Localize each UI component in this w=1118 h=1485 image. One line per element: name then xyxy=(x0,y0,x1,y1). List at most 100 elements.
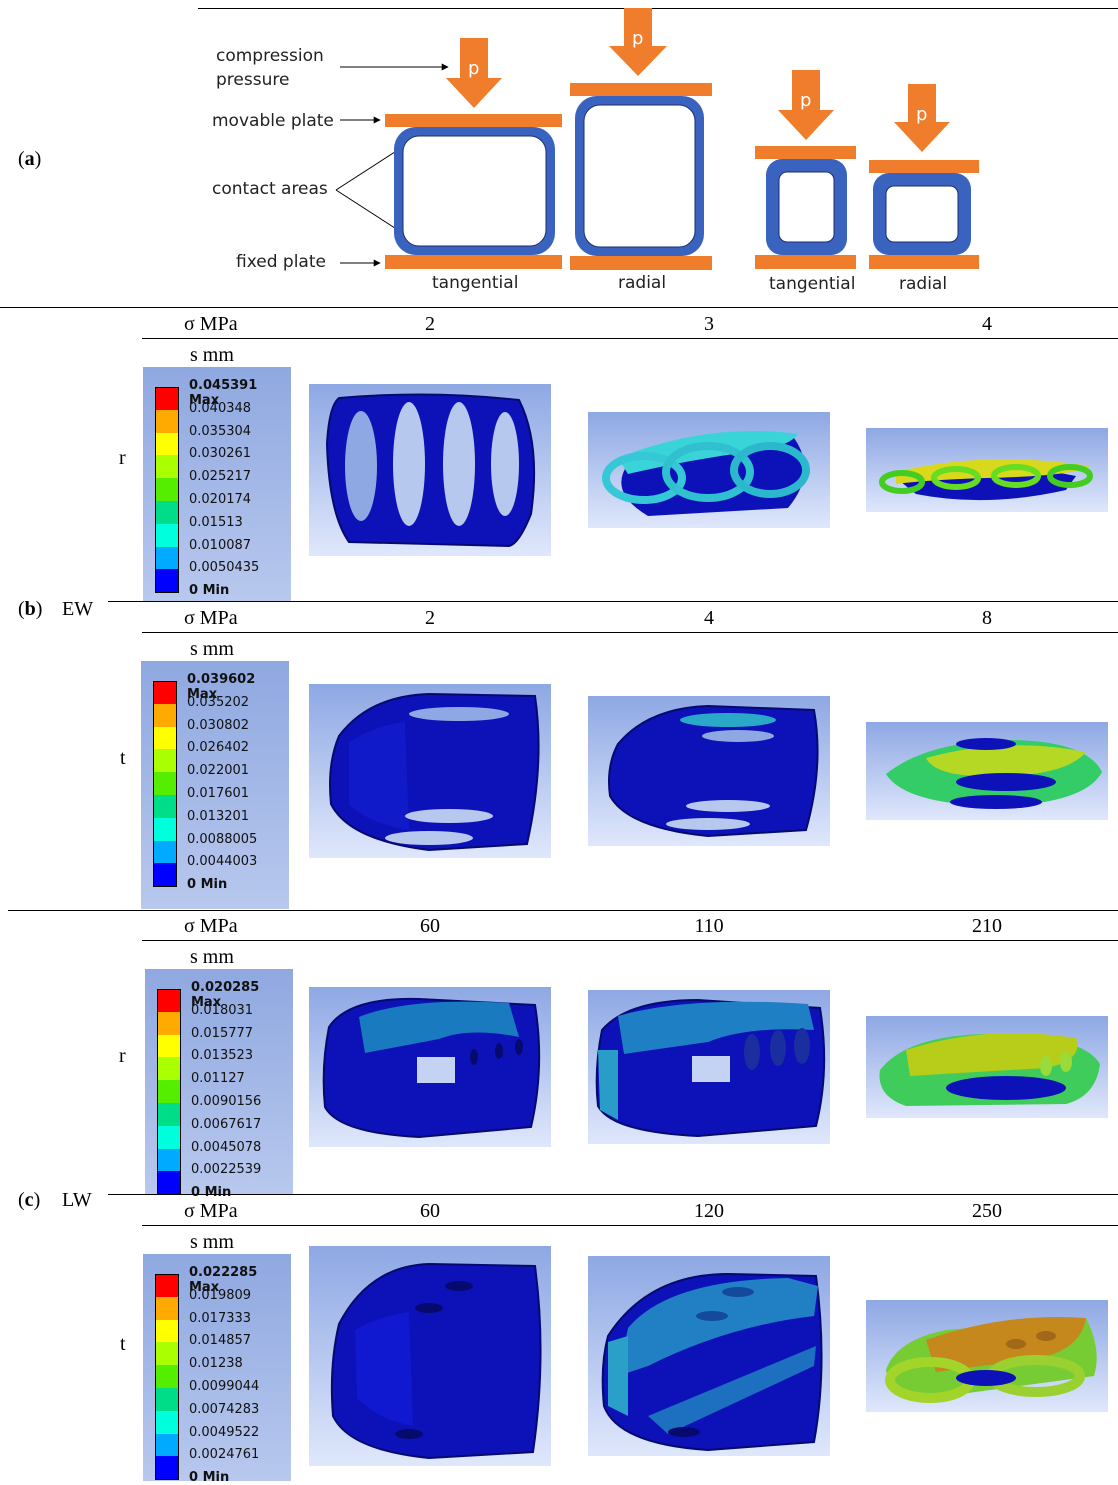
legend-value: 0.0022539 xyxy=(191,1162,262,1178)
legend-value: 0.017601 xyxy=(187,786,250,801)
legend-value: 0.022285 Max xyxy=(189,1265,258,1295)
stress-value: 8 xyxy=(982,607,992,629)
stress-value: 60 xyxy=(420,915,440,937)
fea-result-lw-r-110 xyxy=(588,990,830,1144)
compression-test-diagram xyxy=(335,8,979,270)
orientation-label-3: tangential xyxy=(769,274,856,294)
legend-value: 0.0024761 xyxy=(189,1447,260,1463)
legend-swatch xyxy=(155,501,179,524)
legend-swatch xyxy=(155,432,179,456)
legend-value: 0.0088005 xyxy=(187,831,258,847)
stress-value: 4 xyxy=(982,313,992,335)
fea-result-lw-r-60 xyxy=(309,987,551,1147)
stress-value: 110 xyxy=(694,915,724,937)
legend-value: 0.0067617 xyxy=(191,1116,262,1132)
orientation-label-2: radial xyxy=(618,273,667,293)
legend-swatch xyxy=(153,681,177,705)
legend-swatch xyxy=(153,726,177,750)
contact-areas-label: contact areas xyxy=(212,179,328,199)
specimen-ew-radial xyxy=(570,8,712,270)
legend-value: 0.0045078 xyxy=(191,1139,262,1155)
fea-result-ew-r-4 xyxy=(866,428,1108,512)
legend-value: 0 Min xyxy=(189,1470,230,1485)
legend-swatch xyxy=(157,1171,181,1196)
pressure-label: pressure xyxy=(216,70,290,90)
legend-swatch xyxy=(157,1011,181,1035)
legend-value: 0.039602 Max xyxy=(187,672,256,702)
legend-value: 0.013523 xyxy=(191,1048,254,1064)
load-p-3: p xyxy=(800,90,812,111)
legend-value: 0.030261 xyxy=(189,446,252,462)
row-label: r xyxy=(119,1045,126,1067)
fea-result-ew-r-2 xyxy=(309,384,551,556)
legend-swatch xyxy=(153,749,177,773)
row-label: t xyxy=(120,1333,126,1355)
legend-swatch xyxy=(155,1296,179,1320)
panel-b-label: (b) xyxy=(18,598,43,620)
specimen-ew-tangential xyxy=(385,38,562,269)
legend-value: 0.0099044 xyxy=(189,1379,260,1394)
legend-value: 0.015777 xyxy=(191,1025,254,1041)
stress-value: 2 xyxy=(425,313,435,335)
legend-value: 0.017333 xyxy=(189,1310,252,1326)
legend-swatch xyxy=(155,523,179,547)
legend-swatch xyxy=(155,387,179,411)
fea-result-ew-r-3 xyxy=(588,412,830,528)
legend-swatch xyxy=(157,1103,181,1126)
legend-swatch xyxy=(155,1342,179,1366)
legend-swatch xyxy=(155,569,179,594)
legend-value: 0.030802 xyxy=(187,717,250,733)
fea-result-ew-t-4 xyxy=(588,696,830,846)
compression-label: compression xyxy=(216,46,324,66)
legend-swatch xyxy=(155,409,179,433)
legend-value: 0.019809 xyxy=(189,1287,252,1303)
legend-swatch xyxy=(155,1319,179,1343)
legend-swatch xyxy=(155,1274,179,1298)
legend-value: 0.022001 xyxy=(187,763,250,779)
legend-value: 0.035202 xyxy=(187,694,250,710)
legend-swatch xyxy=(153,840,177,864)
stress-value: 210 xyxy=(972,915,1002,937)
legend-value: 0.01238 xyxy=(189,1356,243,1372)
movable-plate-label: movable plate xyxy=(212,111,334,131)
orientation-label-1: tangential xyxy=(432,273,519,293)
legend-swatch xyxy=(155,1388,179,1411)
stress-value: 60 xyxy=(420,1200,440,1222)
legend-swatch xyxy=(157,1057,181,1081)
legend-value: 0.0050435 xyxy=(189,560,260,576)
legend-value: 0.020174 xyxy=(189,492,252,507)
load-p-2: p xyxy=(632,28,644,49)
displacement-legend: 0.022285 Max 0.019809 0.017333 0.014857 0.01… xyxy=(143,1254,291,1485)
sigma-header: σ MPa xyxy=(184,607,238,629)
fea-result-lw-t-120 xyxy=(588,1256,830,1456)
stress-value: 120 xyxy=(694,1200,724,1222)
legend-value: 0.040348 xyxy=(189,400,252,416)
legend-value: 0.025217 xyxy=(189,469,252,485)
load-p-4: p xyxy=(916,104,928,125)
legend-swatch xyxy=(153,817,177,841)
legend-value: 0.020285 Max xyxy=(191,980,260,1010)
legend-swatch xyxy=(153,795,177,818)
displacement-header: s mm xyxy=(190,638,234,660)
row-label: r xyxy=(119,447,126,469)
legend-value: 0.0049522 xyxy=(189,1424,260,1440)
stress-value: 4 xyxy=(704,607,714,629)
legend-value: 0 Min xyxy=(189,583,230,599)
legend-swatch xyxy=(155,1365,179,1388)
legend-swatch xyxy=(157,1125,181,1149)
legend-swatch xyxy=(155,1456,179,1481)
legend-value: 0.01127 xyxy=(191,1071,245,1087)
displacement-header: s mm xyxy=(190,1231,234,1253)
stress-value: 3 xyxy=(704,313,714,335)
fea-result-lw-t-250 xyxy=(866,1300,1108,1412)
legend-value: 0.0090156 xyxy=(191,1094,262,1109)
displacement-legend: 0.045391 Max 0.040348 0.035304 0.030261 0.02… xyxy=(143,367,291,601)
stress-value: 2 xyxy=(425,607,435,629)
legend-value: 0.045391 Max xyxy=(189,378,258,408)
legend-swatch xyxy=(157,1080,181,1103)
panel-c-label: (c) xyxy=(18,1189,41,1211)
panel-a-label: (a) xyxy=(18,148,42,170)
panel-c-name: LW xyxy=(62,1189,92,1211)
legend-value: 0.013201 xyxy=(187,808,250,824)
legend-value: 0.01513 xyxy=(189,514,243,530)
